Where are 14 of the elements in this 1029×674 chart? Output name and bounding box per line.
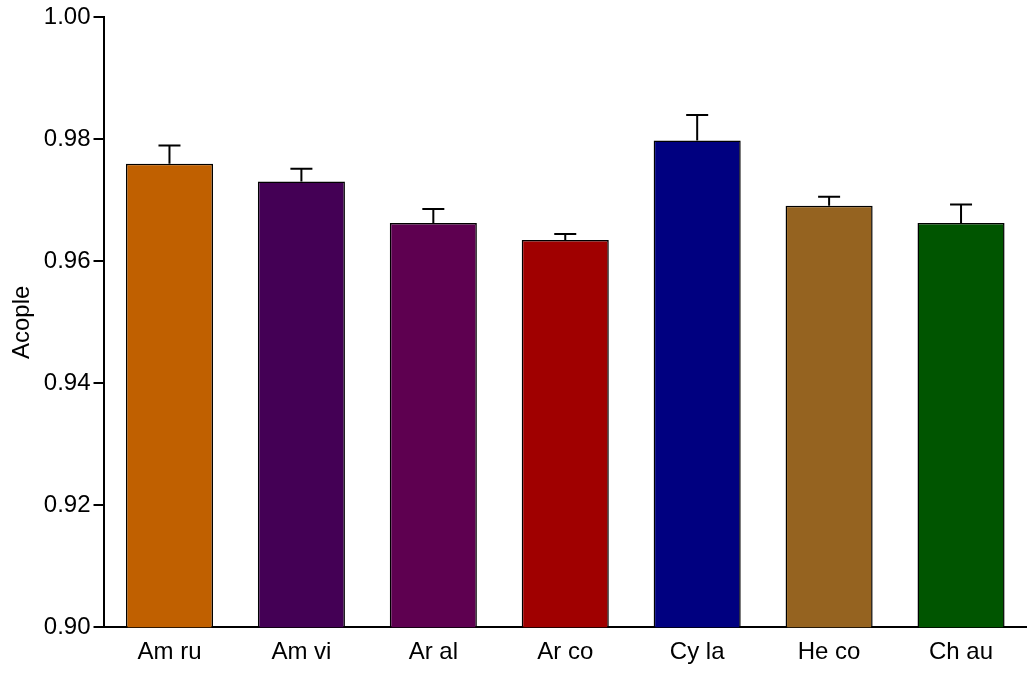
x-tick-label: Am vi [271, 637, 332, 665]
x-tick-label: Am ru [137, 637, 202, 665]
y-axis-title: Acople [7, 285, 35, 359]
y-tick-label: 0.90 [43, 611, 91, 639]
y-tick-label: 0.92 [43, 489, 91, 517]
y-tick-label: 0.98 [43, 123, 91, 151]
x-tick-label: Ar al [408, 637, 459, 665]
x-tick-label: Ch au [929, 637, 994, 665]
y-tick-label: 0.94 [43, 367, 91, 395]
y-tick-label: 1.00 [43, 2, 91, 30]
x-tick-label: He co [797, 637, 861, 665]
y-tick-label: 0.96 [43, 245, 91, 273]
x-tick-label: Ar co [537, 637, 594, 665]
x-tick-label: Cy la [669, 637, 726, 665]
